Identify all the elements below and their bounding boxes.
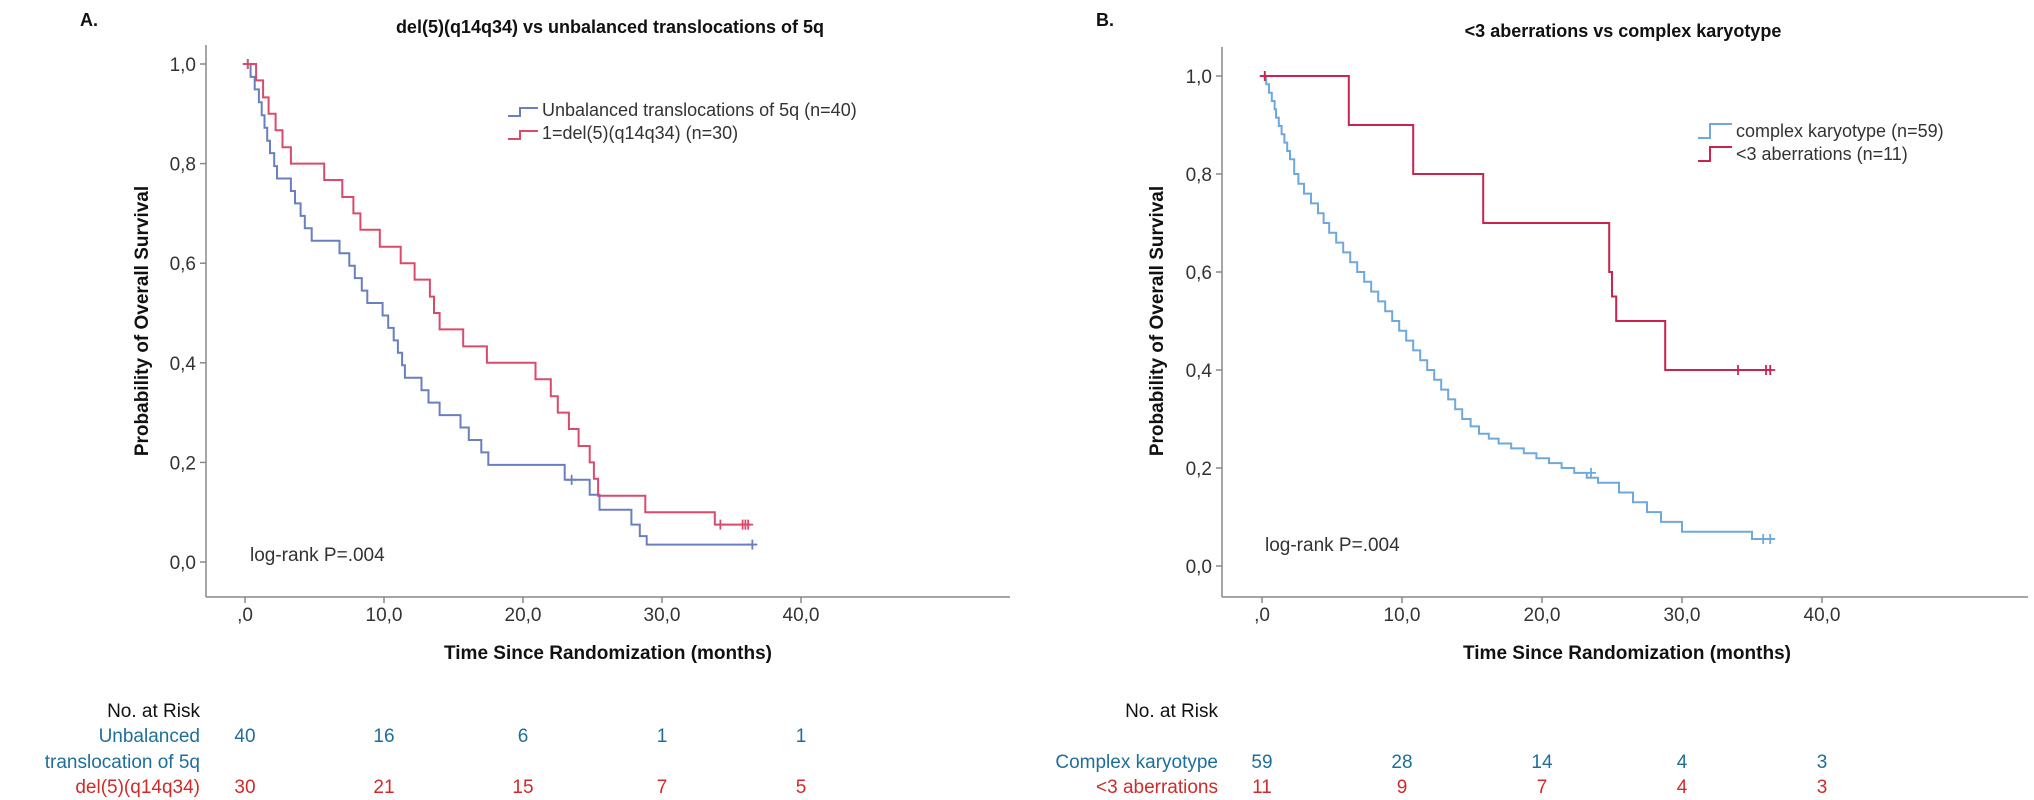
panel-a-x-ticks: ,0 10,0 20,0 30,0 40,0 — [237, 597, 819, 626]
panel-b-y-axis-title: Probability of Overall Survival — [1147, 186, 1168, 456]
survival-curve-series-1 — [245, 63, 753, 546]
risk-count: 9 — [1397, 777, 1408, 798]
legend-label-lt3: <3 aberrations (n=11) — [1736, 144, 1908, 164]
risk-count: 30 — [234, 777, 255, 798]
risk-table-a-header: No. at Risk — [107, 701, 200, 722]
panel-a-y-axis-title: Probability of Overall Survival — [132, 186, 153, 456]
x-tick-label: 20,0 — [505, 605, 542, 626]
risk-count: 11 — [1252, 777, 1272, 798]
panel-b-y-ticks: 0,0 0,2 0,4 0,6 0,8 1,0 — [1186, 67, 1222, 578]
panel-b-legend: complex karyotype (n=59) <3 aberrations … — [1698, 121, 1944, 164]
risk-count: 6 — [518, 726, 529, 747]
x-tick-label: 40,0 — [783, 605, 820, 626]
x-tick-label: ,0 — [237, 605, 253, 626]
panel-a-logrank-annotation: log-rank P=.004 — [250, 545, 385, 566]
y-tick-label: 0,6 — [170, 254, 196, 275]
panel-b-x-axis-title: Time Since Randomization (months) — [1463, 643, 1791, 664]
legend-label-complex: complex karyotype (n=59) — [1736, 121, 1944, 141]
legend-label-del5: 1=del(5)(q14q34) (n=30) — [542, 123, 738, 143]
legend-swatch-complex — [1698, 123, 1732, 139]
risk-table-b-header: No. at Risk — [1125, 701, 1218, 722]
censor-mark — [747, 539, 758, 550]
panel-b-letter: B. — [1096, 10, 1114, 30]
y-tick-label: 0,4 — [170, 354, 197, 375]
panel-b-x-ticks: ,0 10,0 20,0 30,0 40,0 — [1254, 597, 1840, 626]
risk-count: 1 — [796, 726, 807, 747]
panel-a-risk-table: No. at Risk Unbalanced translocation of … — [45, 701, 807, 798]
x-tick-label: ,0 — [1254, 605, 1270, 626]
panel-a-letter: A. — [80, 10, 98, 30]
y-tick-label: 1,0 — [170, 55, 196, 76]
risk-count: 16 — [373, 726, 394, 747]
survival-curve-series-2 — [245, 63, 751, 526]
risk-count: 14 — [1531, 752, 1553, 773]
censor-mark — [1259, 71, 1270, 81]
risk-count: 7 — [657, 777, 668, 798]
y-tick-label: 0,4 — [1186, 361, 1213, 382]
y-tick-label: 0,0 — [170, 553, 196, 574]
risk-count: 28 — [1391, 752, 1412, 773]
risk-a-values: 40 16 6 1 1 30 21 15 7 5 — [234, 726, 806, 798]
risk-count: 40 — [234, 726, 255, 747]
panel-b-curves — [1259, 71, 1776, 545]
legend-swatch-del5 — [508, 130, 538, 140]
risk-count: 7 — [1537, 777, 1548, 798]
censor-mark — [715, 519, 726, 530]
panel-a-title: del(5)(q14q34) vs unbalanced translocati… — [396, 17, 824, 37]
y-tick-label: 0,8 — [1186, 165, 1212, 186]
censor-mark — [566, 474, 577, 485]
y-tick-label: 0,8 — [170, 155, 196, 176]
y-tick-label: 0,6 — [1186, 263, 1212, 284]
x-tick-label: 20,0 — [1524, 605, 1561, 626]
risk-b-values: 59 28 14 4 3 11 9 7 4 3 — [1251, 752, 1827, 798]
panel-b-risk-table: No. at Risk Complex karyotype <3 aberrat… — [1055, 701, 1827, 798]
censor-mark — [1586, 467, 1596, 478]
y-tick-label: 1,0 — [1186, 67, 1212, 88]
risk-b-row2-label: <3 aberrations — [1096, 777, 1218, 798]
y-tick-label: 0,0 — [1186, 557, 1212, 578]
panel-b-title: <3 aberrations vs complex karyotype — [1465, 21, 1782, 41]
y-tick-label: 0,2 — [1186, 459, 1212, 480]
risk-count: 3 — [1817, 777, 1828, 798]
risk-count: 5 — [796, 777, 807, 798]
risk-count: 3 — [1817, 752, 1828, 773]
risk-count: 59 — [1251, 752, 1272, 773]
chart-panel-a: A. del(5)(q14q34) vs unbalanced transloc… — [80, 10, 1010, 664]
risk-b-row1-label: Complex karyotype — [1055, 752, 1218, 773]
risk-a-row2-label: del(5)(q14q34) — [75, 777, 200, 798]
censor-mark — [242, 59, 253, 69]
risk-count: 4 — [1677, 752, 1688, 773]
x-tick-label: 40,0 — [1804, 605, 1841, 626]
legend-swatch-lt3 — [1698, 146, 1732, 162]
survival-curve-series-1 — [1262, 75, 1773, 540]
risk-count: 21 — [373, 777, 394, 798]
panel-b-logrank-annotation: log-rank P=.004 — [1265, 535, 1400, 556]
panel-a-x-axis-title: Time Since Randomization (months) — [444, 643, 772, 664]
legend-label-unbalanced: Unbalanced translocations of 5q (n=40) — [542, 100, 857, 120]
x-tick-label: 30,0 — [1664, 605, 1701, 626]
chart-panel-b: B. <3 aberrations vs complex karyotype 0… — [1096, 10, 2028, 664]
censor-mark — [1765, 534, 1776, 545]
censor-mark — [1733, 365, 1743, 375]
panel-a-curves — [242, 59, 758, 550]
censor-mark — [743, 519, 754, 530]
x-tick-label: 30,0 — [644, 605, 681, 626]
x-tick-label: 10,0 — [1384, 605, 1421, 626]
panel-a-y-ticks: 0,0 0,2 0,4 0,6 0,8 1,0 — [170, 55, 206, 574]
risk-a-row1-label-line1: Unbalanced — [99, 726, 200, 747]
risk-count: 15 — [512, 777, 533, 798]
x-tick-label: 10,0 — [366, 605, 403, 626]
panel-a-legend: Unbalanced translocations of 5q (n=40) 1… — [508, 100, 857, 143]
legend-swatch-unbalanced — [508, 107, 538, 117]
y-tick-label: 0,2 — [170, 453, 196, 474]
survival-curve-series-2 — [1262, 75, 1772, 371]
risk-a-row1-label-line2: translocation of 5q — [45, 752, 200, 773]
risk-count: 4 — [1677, 777, 1688, 798]
censor-mark — [1765, 365, 1776, 375]
risk-count: 1 — [657, 726, 668, 747]
